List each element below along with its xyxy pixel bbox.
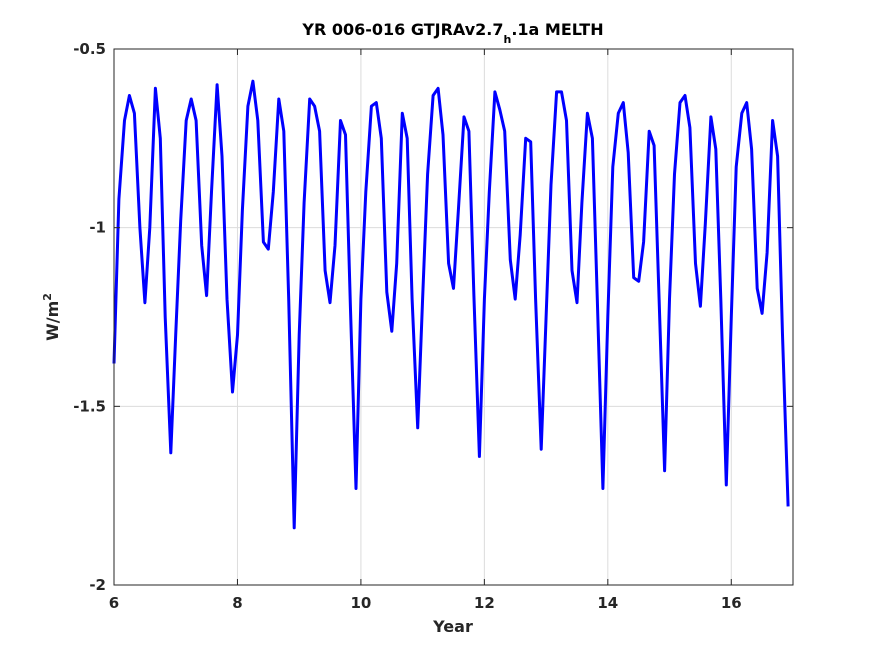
y-tick-label: -1 xyxy=(89,219,106,237)
x-tick-label: 14 xyxy=(597,594,618,612)
y-axis-label: W/m2 xyxy=(41,293,62,341)
axis-ticks: 6 8 10 12 14 16 -0.5 -1 -1.5 -2 xyxy=(73,40,793,612)
series-line xyxy=(112,79,790,530)
series-group xyxy=(112,79,790,530)
chart-title-suffix: .1a MELTH xyxy=(511,20,603,39)
chart-title: YR 006-016 GTJRAv2.7h.1a MELTH xyxy=(301,20,603,46)
y-tick-label: -0.5 xyxy=(73,40,106,58)
x-tick-label: 12 xyxy=(474,594,495,612)
x-tick-label: 6 xyxy=(109,594,119,612)
y-axis-label-superscript: 2 xyxy=(41,293,54,301)
x-axis-label: Year xyxy=(432,617,473,636)
chart-title-subscript: h xyxy=(503,33,511,46)
plot-frame xyxy=(113,48,794,586)
x-tick-label: 8 xyxy=(232,594,242,612)
x-tick-label: 16 xyxy=(721,594,742,612)
y-tick-label: -1.5 xyxy=(73,397,106,415)
y-tick-label: -2 xyxy=(89,576,106,594)
y-axis-label-base: W/m xyxy=(43,301,62,341)
chart-title-main: YR 006-016 GTJRAv2.7 xyxy=(301,20,503,39)
x-tick-label: 10 xyxy=(350,594,371,612)
